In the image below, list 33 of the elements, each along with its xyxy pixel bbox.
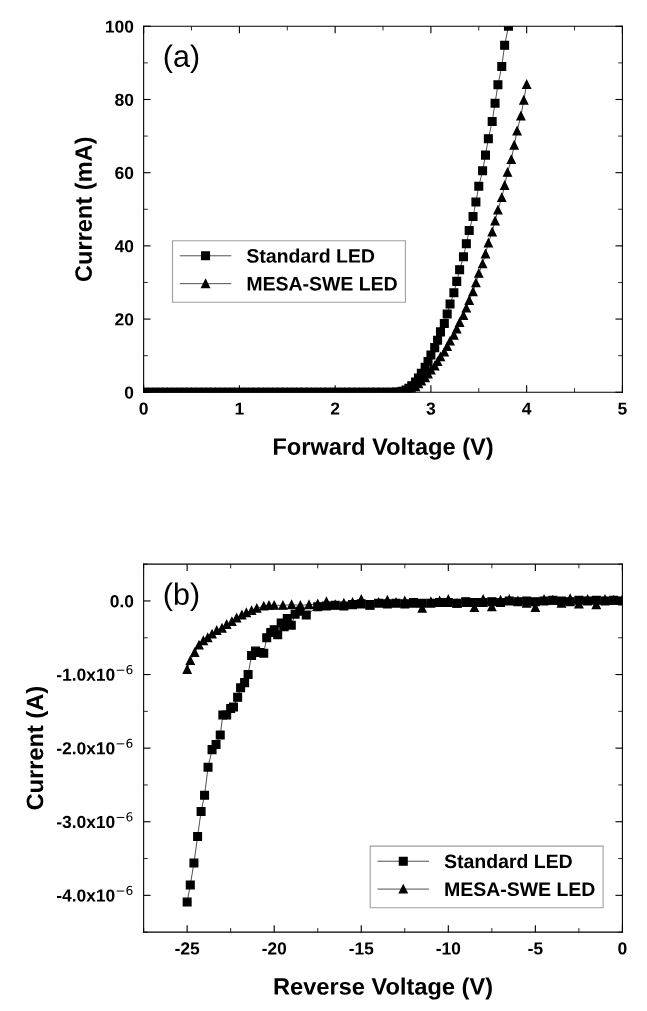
x-tick-label: 2 [330,402,340,415]
x-tick-label: -5 [528,942,543,955]
x-axis-title: Reverse Voltage (V) [274,977,492,1000]
x-tick-label: -20 [262,942,287,955]
legend-label: Standard LED [444,853,572,869]
x-axis-title: Forward Voltage (V) [273,437,493,460]
legend-label: Standard LED [246,248,375,263]
legend-label: MESA-SWE LED [445,882,595,897]
x-tick-label: 5 [618,402,627,415]
annotation: (a) [164,44,199,74]
y-tick-label: -4.0x10$^{−6}$ [56,885,133,902]
legend-label: MESA-SWE LED [247,276,397,291]
y-tick-label: 0.0 [110,595,134,608]
y-tick-label: -3.0x10$^{−6}$ [56,812,133,829]
y-tick-label: 0 [124,386,134,399]
y-tick-label: 60 [115,166,134,180]
y-tick-label: 40 [114,240,134,253]
x-tick-label: 3 [426,402,436,415]
y-axis-title: Current (mA) [74,137,97,282]
x-tick-label: -15 [349,942,374,955]
x-tick-label: -10 [436,942,461,955]
x-tick-label: -25 [175,942,200,955]
x-tick-label: 4 [522,402,532,415]
y-tick-label: 80 [115,93,134,106]
x-tick-label: 1 [235,402,244,415]
annotation: (b) [164,582,199,612]
x-tick-label: 0 [139,402,148,415]
y-axis-title: Current (A) [25,687,48,810]
y-tick-label: -2.0x10$^{−6}$ [56,738,133,755]
y-tick-label: 100 [106,20,134,33]
x-tick-label: 0 [618,942,627,955]
y-tick-label: 20 [115,313,134,326]
y-tick-label: -1.0x10$^{−6}$ [56,665,133,681]
